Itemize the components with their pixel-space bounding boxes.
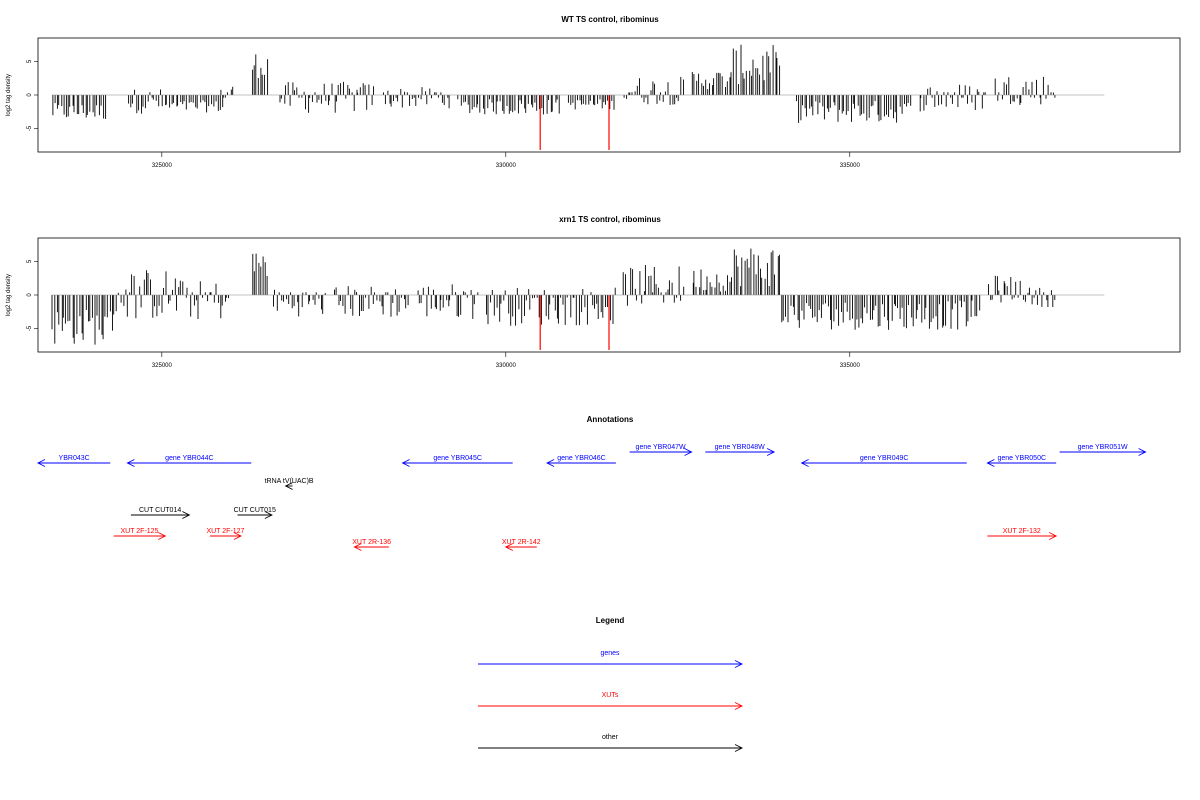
annotation-label: gene YBR046C [557, 455, 606, 462]
annotation-label: gene YBR048W [715, 444, 765, 451]
annotation-arrow-head [401, 459, 410, 467]
x-tick-label: 325000 [152, 163, 173, 169]
annotation-label: XUT 2R-142 [502, 539, 541, 546]
xrn1-highlight-bars [539, 295, 610, 350]
annotation-arrow-head [126, 459, 135, 467]
xrn1-y-axis-label: log2 tag density [6, 274, 12, 316]
annotation-label: XUT 2R-136 [352, 539, 391, 546]
y-tick-label: -5 [27, 125, 33, 131]
annotation-arrow-head [233, 532, 242, 540]
annotation-arrow-head [182, 511, 191, 519]
legend-arrow-xut-head [734, 702, 744, 710]
annotation-label: YBR043C [59, 455, 90, 462]
xrn1-x-axis: 325000 330000 335000 [152, 352, 861, 369]
wt-x-axis: 325000 330000 335000 [152, 152, 861, 169]
annotation-arrow-head [36, 459, 46, 467]
wt-highlight-bars [539, 95, 610, 150]
annotations-title: Annotations [587, 415, 634, 424]
annotation-label: gene YBR044C [165, 455, 214, 462]
annotation-arrow-head [158, 532, 167, 540]
x-tick-label: 335000 [840, 163, 861, 169]
y-tick-label: 0 [27, 93, 33, 97]
annotation-arrow-head [353, 543, 362, 551]
y-tick-label: 5 [27, 259, 33, 263]
x-tick-label: 335000 [840, 363, 861, 369]
annotation-label: tRNA tV(UAC)B [265, 478, 314, 485]
xrn1-bars [51, 248, 1056, 345]
annotation-label: gene YBR045C [433, 455, 482, 462]
legend-label-other: other [602, 734, 619, 741]
legend-label-xut: XUTs [602, 692, 619, 699]
y-tick-label: 0 [27, 293, 33, 297]
xrn1-track-panel: xrn1 TS control, ribominus log2 tag dens… [6, 215, 1181, 369]
annotation-arrow-head [284, 482, 293, 490]
xrn1-track-title: xrn1 TS control, ribominus [559, 215, 661, 224]
legend-arrow-gene-head [734, 660, 744, 668]
annotation-label: XUT 2F-132 [1003, 528, 1041, 535]
annotation-arrow-head [264, 511, 273, 519]
annotation-arrow-head [766, 448, 776, 456]
legend-arrow-other-head [734, 744, 744, 752]
annotation-arrow-head [684, 448, 693, 456]
annotations-panel: Annotations YBR043C gene YBR044C gene YBR0… [36, 415, 1147, 551]
x-tick-label: 330000 [496, 163, 517, 169]
x-tick-label: 330000 [496, 363, 517, 369]
annotation-label: gene YBR047W [636, 444, 686, 451]
legend-title: Legend [596, 616, 625, 625]
y-tick-label: -5 [27, 325, 33, 331]
legend: Legend genes XUTs other [478, 616, 744, 752]
annotation-arrow-head [1138, 448, 1147, 456]
x-tick-label: 325000 [152, 363, 173, 369]
wt-track-panel: WT TS control, ribominus log2 tag densit… [6, 15, 1181, 169]
annotation-label: XUT 2F-125 [120, 528, 158, 535]
annotation-label: gene YBR050C [998, 455, 1047, 462]
annotation-label: gene YBR049C [860, 455, 909, 462]
annotation-features: YBR043C gene YBR044C gene YBR045C gene YBR0… [36, 444, 1147, 551]
annotation-label: CUT CUT015 [234, 507, 276, 514]
legend-entries: genes XUTs other [478, 650, 744, 752]
annotation-arrow-head [800, 459, 809, 467]
annotation-label: XUT 2F-127 [206, 528, 244, 535]
annotation-arrow-head [504, 543, 514, 551]
annotation-label: CUT CUT014 [139, 507, 181, 514]
annotation-arrow-head [546, 459, 555, 467]
y-tick-label: 5 [27, 59, 33, 63]
annotation-arrow-head [1048, 532, 1058, 540]
wt-y-axis: -5 0 5 [27, 59, 38, 131]
wt-y-axis-label: log2 tag density [6, 74, 12, 116]
annotation-label: gene YBR051W [1078, 444, 1128, 451]
legend-label-gene: genes [600, 650, 620, 657]
xrn1-y-axis: -5 0 5 [27, 259, 38, 331]
wt-track-title: WT TS control, ribominus [561, 15, 659, 24]
annotation-arrow-head [986, 459, 995, 467]
wt-bars [52, 44, 1056, 123]
